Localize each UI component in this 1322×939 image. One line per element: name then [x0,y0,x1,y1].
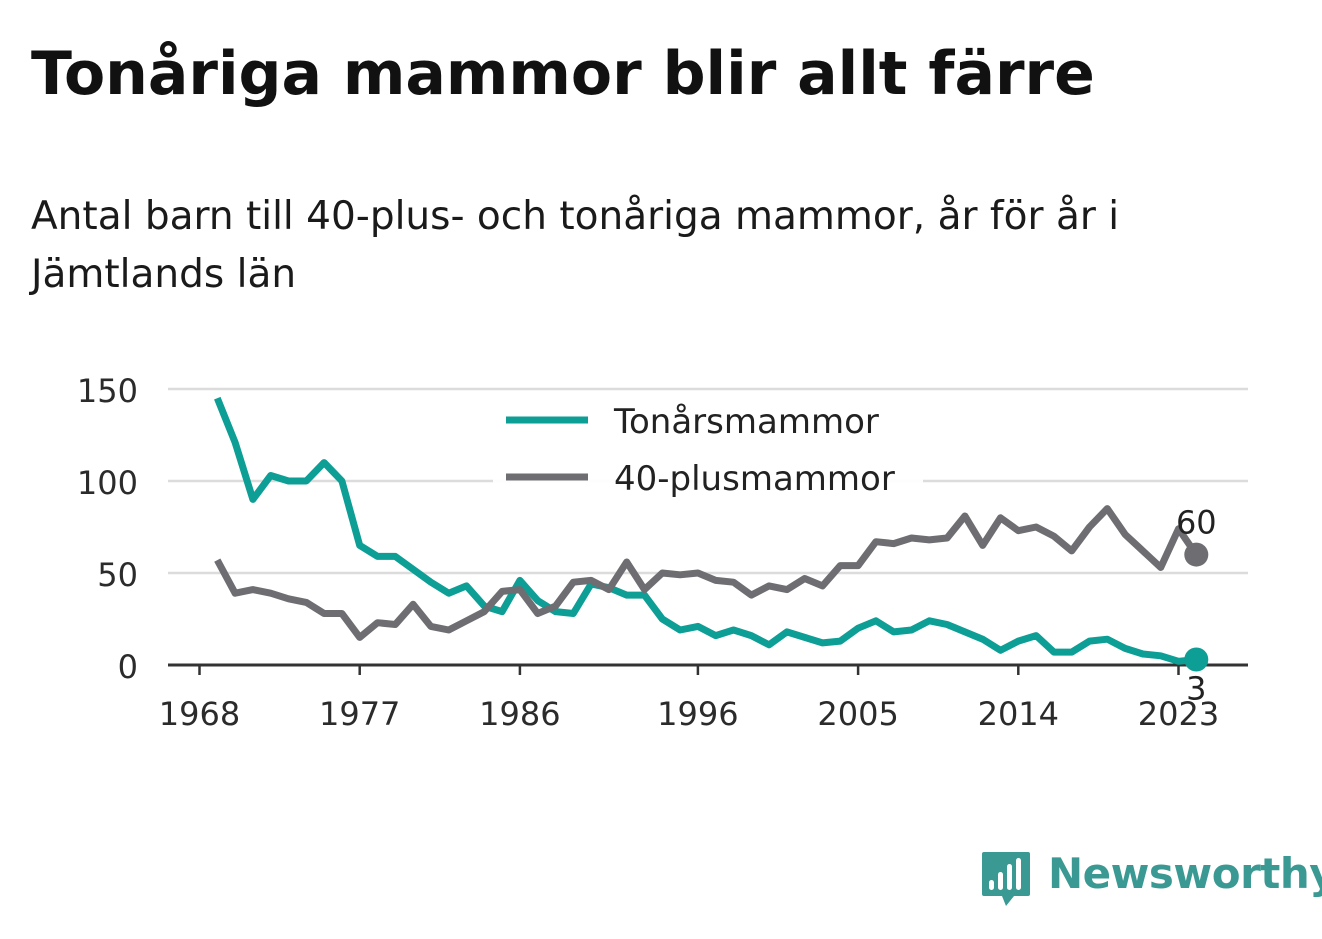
end-label-tonarsmammor: 3 [1186,669,1206,707]
y-tick-label: 150 [77,372,138,410]
y-tick-label: 100 [77,464,138,502]
x-tick-label: 2023 [1138,695,1219,733]
x-tick-label: 1977 [319,695,400,733]
series-lines [214,396,1200,665]
legend-background [493,393,923,515]
x-tick-label: 2005 [817,695,898,733]
series-line-40-plusmammor [214,505,1200,641]
end-marker-tonarsmammor [1184,647,1209,672]
legend: Tonårsmammor 40-plusmammor [493,393,923,515]
end-label-40-plusmammor: 60 [1176,504,1217,542]
end-markers: 3 60 [1176,504,1217,708]
legend-label: 40-plusmammor [614,459,895,499]
end-marker-40-plusmammor [1184,542,1209,567]
y-tick-label: 50 [97,556,138,594]
newsworthy-logo-icon [982,852,1030,906]
axes: 0 50 100 150 1968 1977 1986 1996 2005 2014 2023 [77,372,1248,733]
x-tick-label: 1986 [479,695,560,733]
chart-subtitle: Antal barn till 40-plus- och tonåriga ma… [31,194,1120,297]
brand-name: Newsworthy [1048,849,1322,898]
x-tick-label: 1996 [657,695,738,733]
x-tick-label: 1968 [159,695,240,733]
series-line-tonarsmammor [214,396,1197,665]
legend-label: Tonårsmammor [613,402,879,442]
chart-title: Tonåriga mammor blir allt färre [31,39,1095,109]
x-tick-label: 2014 [978,695,1059,733]
y-tick-label: 0 [118,648,138,686]
